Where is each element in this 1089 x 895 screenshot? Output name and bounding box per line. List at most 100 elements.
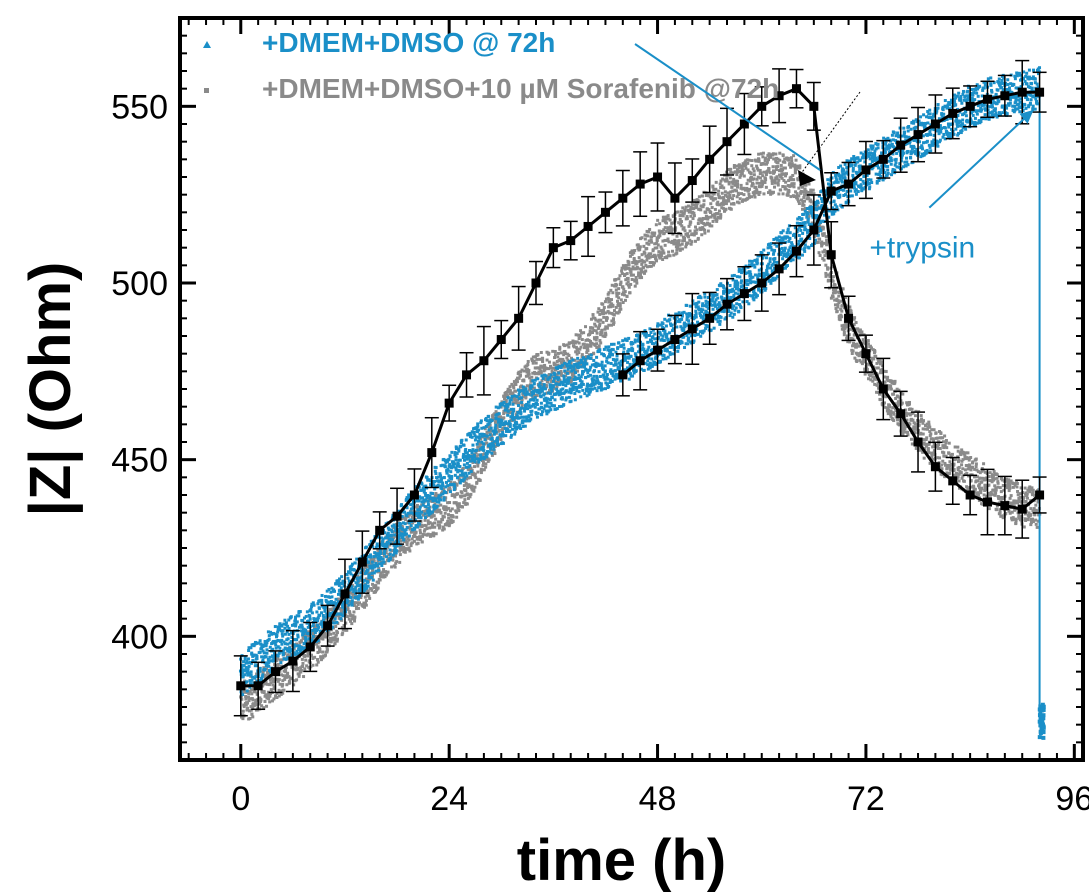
raw-point xyxy=(635,278,639,282)
raw-point xyxy=(714,180,718,184)
raw-point xyxy=(1019,486,1023,490)
raw-point xyxy=(647,256,651,260)
raw-point xyxy=(474,457,478,461)
raw-point xyxy=(627,263,631,267)
raw-point xyxy=(444,505,448,509)
raw-point xyxy=(246,669,250,673)
raw-point xyxy=(765,160,769,164)
raw-point xyxy=(976,479,980,483)
raw-point xyxy=(316,616,320,620)
raw-point xyxy=(625,294,629,298)
raw-point xyxy=(300,623,304,627)
raw-point xyxy=(608,311,612,315)
raw-point xyxy=(976,491,980,495)
raw-point xyxy=(561,357,565,361)
raw-point xyxy=(320,633,324,637)
raw-point xyxy=(386,570,390,574)
raw-point xyxy=(702,203,706,207)
raw-point xyxy=(417,499,421,503)
raw-point xyxy=(480,426,484,430)
raw-point xyxy=(1007,489,1011,493)
raw-point xyxy=(294,664,298,668)
raw-point xyxy=(873,377,877,381)
raw-point xyxy=(295,642,299,646)
raw-point xyxy=(605,316,609,320)
raw-point xyxy=(289,677,293,681)
raw-point xyxy=(917,448,921,452)
raw-point xyxy=(297,614,301,618)
raw-point xyxy=(393,525,397,529)
raw-point xyxy=(396,521,400,525)
raw-point xyxy=(781,153,785,157)
raw-point xyxy=(258,666,262,670)
raw-point xyxy=(249,646,253,650)
raw-point xyxy=(831,279,835,283)
raw-point xyxy=(513,397,517,401)
raw-point xyxy=(511,402,515,406)
raw-point xyxy=(1018,495,1022,499)
raw-point xyxy=(466,456,470,460)
raw-point xyxy=(449,509,453,513)
raw-point xyxy=(845,304,849,308)
raw-point xyxy=(452,488,456,492)
raw-point xyxy=(638,273,642,277)
raw-point xyxy=(944,439,948,443)
raw-point xyxy=(301,619,305,623)
raw-point xyxy=(251,698,255,702)
raw-point xyxy=(525,370,529,374)
raw-point xyxy=(286,624,290,628)
raw-point xyxy=(395,544,399,548)
raw-point xyxy=(874,354,878,358)
raw-point xyxy=(675,234,679,238)
raw-point xyxy=(344,621,348,625)
raw-point xyxy=(786,156,790,160)
raw-point xyxy=(366,554,370,558)
raw-point xyxy=(914,446,918,450)
raw-point xyxy=(877,360,881,364)
raw-point xyxy=(776,165,780,169)
raw-point xyxy=(875,383,879,387)
raw-point xyxy=(826,273,830,277)
raw-point xyxy=(500,419,504,423)
raw-point xyxy=(1032,507,1036,511)
raw-point xyxy=(526,359,530,363)
raw-point xyxy=(836,299,840,303)
raw-point xyxy=(262,689,266,693)
raw-point xyxy=(439,493,443,497)
raw-point xyxy=(437,526,441,530)
raw-point xyxy=(936,446,940,450)
raw-point xyxy=(577,337,581,341)
raw-point xyxy=(417,537,421,541)
raw-point xyxy=(879,360,883,364)
raw-point xyxy=(637,245,641,249)
raw-point xyxy=(974,479,978,483)
raw-point xyxy=(365,586,369,590)
raw-point xyxy=(648,227,652,231)
raw-point xyxy=(427,478,431,482)
raw-point xyxy=(251,715,255,719)
raw-point xyxy=(911,411,915,415)
raw-point xyxy=(487,450,491,454)
raw-point xyxy=(604,333,608,337)
raw-point xyxy=(295,649,299,653)
raw-point xyxy=(322,618,326,622)
raw-point xyxy=(715,217,719,221)
raw-point xyxy=(607,298,611,302)
raw-point xyxy=(563,352,567,356)
raw-point xyxy=(919,414,923,418)
raw-point xyxy=(686,232,690,236)
raw-point xyxy=(541,357,545,361)
raw-point xyxy=(454,455,458,459)
raw-point xyxy=(283,632,287,636)
raw-point xyxy=(734,164,738,168)
raw-point xyxy=(391,555,395,559)
raw-point xyxy=(768,171,772,175)
raw-point xyxy=(889,387,893,391)
raw-point xyxy=(925,436,929,440)
raw-point xyxy=(492,447,496,451)
raw-point xyxy=(486,459,490,463)
raw-point xyxy=(935,456,939,460)
raw-point xyxy=(886,387,890,391)
raw-point xyxy=(456,476,460,480)
raw-point xyxy=(592,351,596,355)
